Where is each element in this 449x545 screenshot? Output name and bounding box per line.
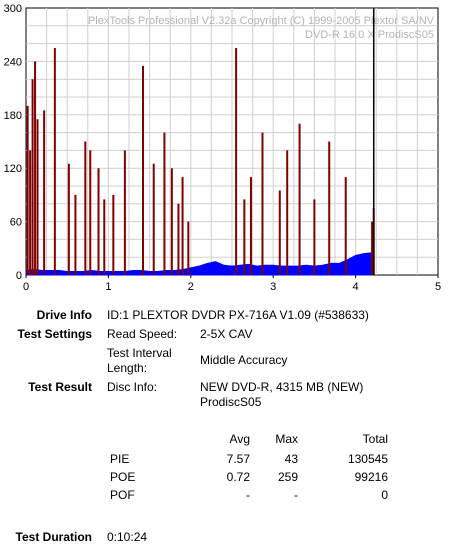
- y-tick-label: 180: [4, 110, 22, 122]
- error-chart: PlexTools Professional V2.32a Copyright …: [4, 3, 441, 293]
- test-settings-label: Test Settings: [17, 327, 92, 341]
- test-duration-label: Test Duration: [15, 530, 92, 544]
- y-tick-label: 0: [16, 270, 22, 282]
- stats-row-name: POE: [110, 470, 136, 484]
- x-tick-label: 5: [435, 281, 441, 293]
- grid-lines: [26, 8, 438, 275]
- stats-row-total: 0: [381, 488, 388, 502]
- stats-row-name: PIE: [110, 452, 130, 466]
- stats-row-avg: 7.57: [226, 452, 250, 466]
- y-tick-label: 240: [4, 56, 22, 68]
- stats-header-total: Total: [362, 432, 388, 446]
- test-duration-value: 0:10:24: [107, 530, 148, 544]
- y-axis: 300 240 180 120 60 0: [4, 3, 22, 282]
- read-speed-value: 2-5X CAV: [200, 327, 253, 341]
- disc-info-value-1: NEW DVD-R, 4315 MB (NEW): [200, 380, 364, 394]
- stats-row-max: 43: [284, 452, 298, 466]
- y-tick-label: 300: [4, 3, 22, 15]
- stats-row-max: -: [294, 488, 298, 502]
- y-tick-label: 120: [4, 163, 22, 175]
- disc-info-value-2: ProdiscS05: [200, 395, 262, 409]
- stats-header-max: Max: [275, 432, 298, 446]
- poe-series: [26, 48, 375, 275]
- test-result-label: Test Result: [28, 380, 92, 394]
- stats-row-total: 99216: [354, 470, 388, 484]
- x-tick-label: 3: [270, 281, 276, 293]
- drive-info-label: Drive Info: [36, 308, 92, 322]
- stats-row-avg: -: [246, 488, 250, 502]
- x-tick-label: 1: [105, 281, 111, 293]
- y-tick-label: 60: [10, 217, 22, 229]
- x-axis: 0 1 2 3 4 5: [23, 275, 441, 293]
- x-tick-label: 2: [188, 281, 194, 293]
- watermark-line-2: DVD-R 16.0 X ProdiscS05: [305, 29, 434, 41]
- drive-info-value: ID:1 PLEXTOR DVDR PX-716A V1.09 (#538633…: [107, 308, 369, 322]
- x-tick-label: 0: [23, 281, 29, 293]
- test-interval-label-1: Test Interval: [107, 346, 172, 360]
- read-speed-label: Read Speed:: [107, 327, 178, 341]
- stats-row-total: 130545: [347, 452, 388, 466]
- stats-row-max: 259: [277, 470, 298, 484]
- stats-header-avg: Avg: [229, 432, 250, 446]
- pie-area-fill: [25, 252, 373, 276]
- test-interval-label-2: Length:: [107, 361, 148, 375]
- watermark-line-1: PlexTools Professional V2.32a Copyright …: [88, 15, 435, 27]
- test-interval-value: Middle Accuracy: [200, 353, 288, 367]
- stats-row-name: POF: [110, 488, 135, 502]
- x-tick-label: 4: [353, 281, 359, 293]
- stats-row-avg: 0.72: [226, 470, 250, 484]
- pie-series: [25, 252, 373, 276]
- disc-info-label: Disc Info:: [107, 380, 158, 394]
